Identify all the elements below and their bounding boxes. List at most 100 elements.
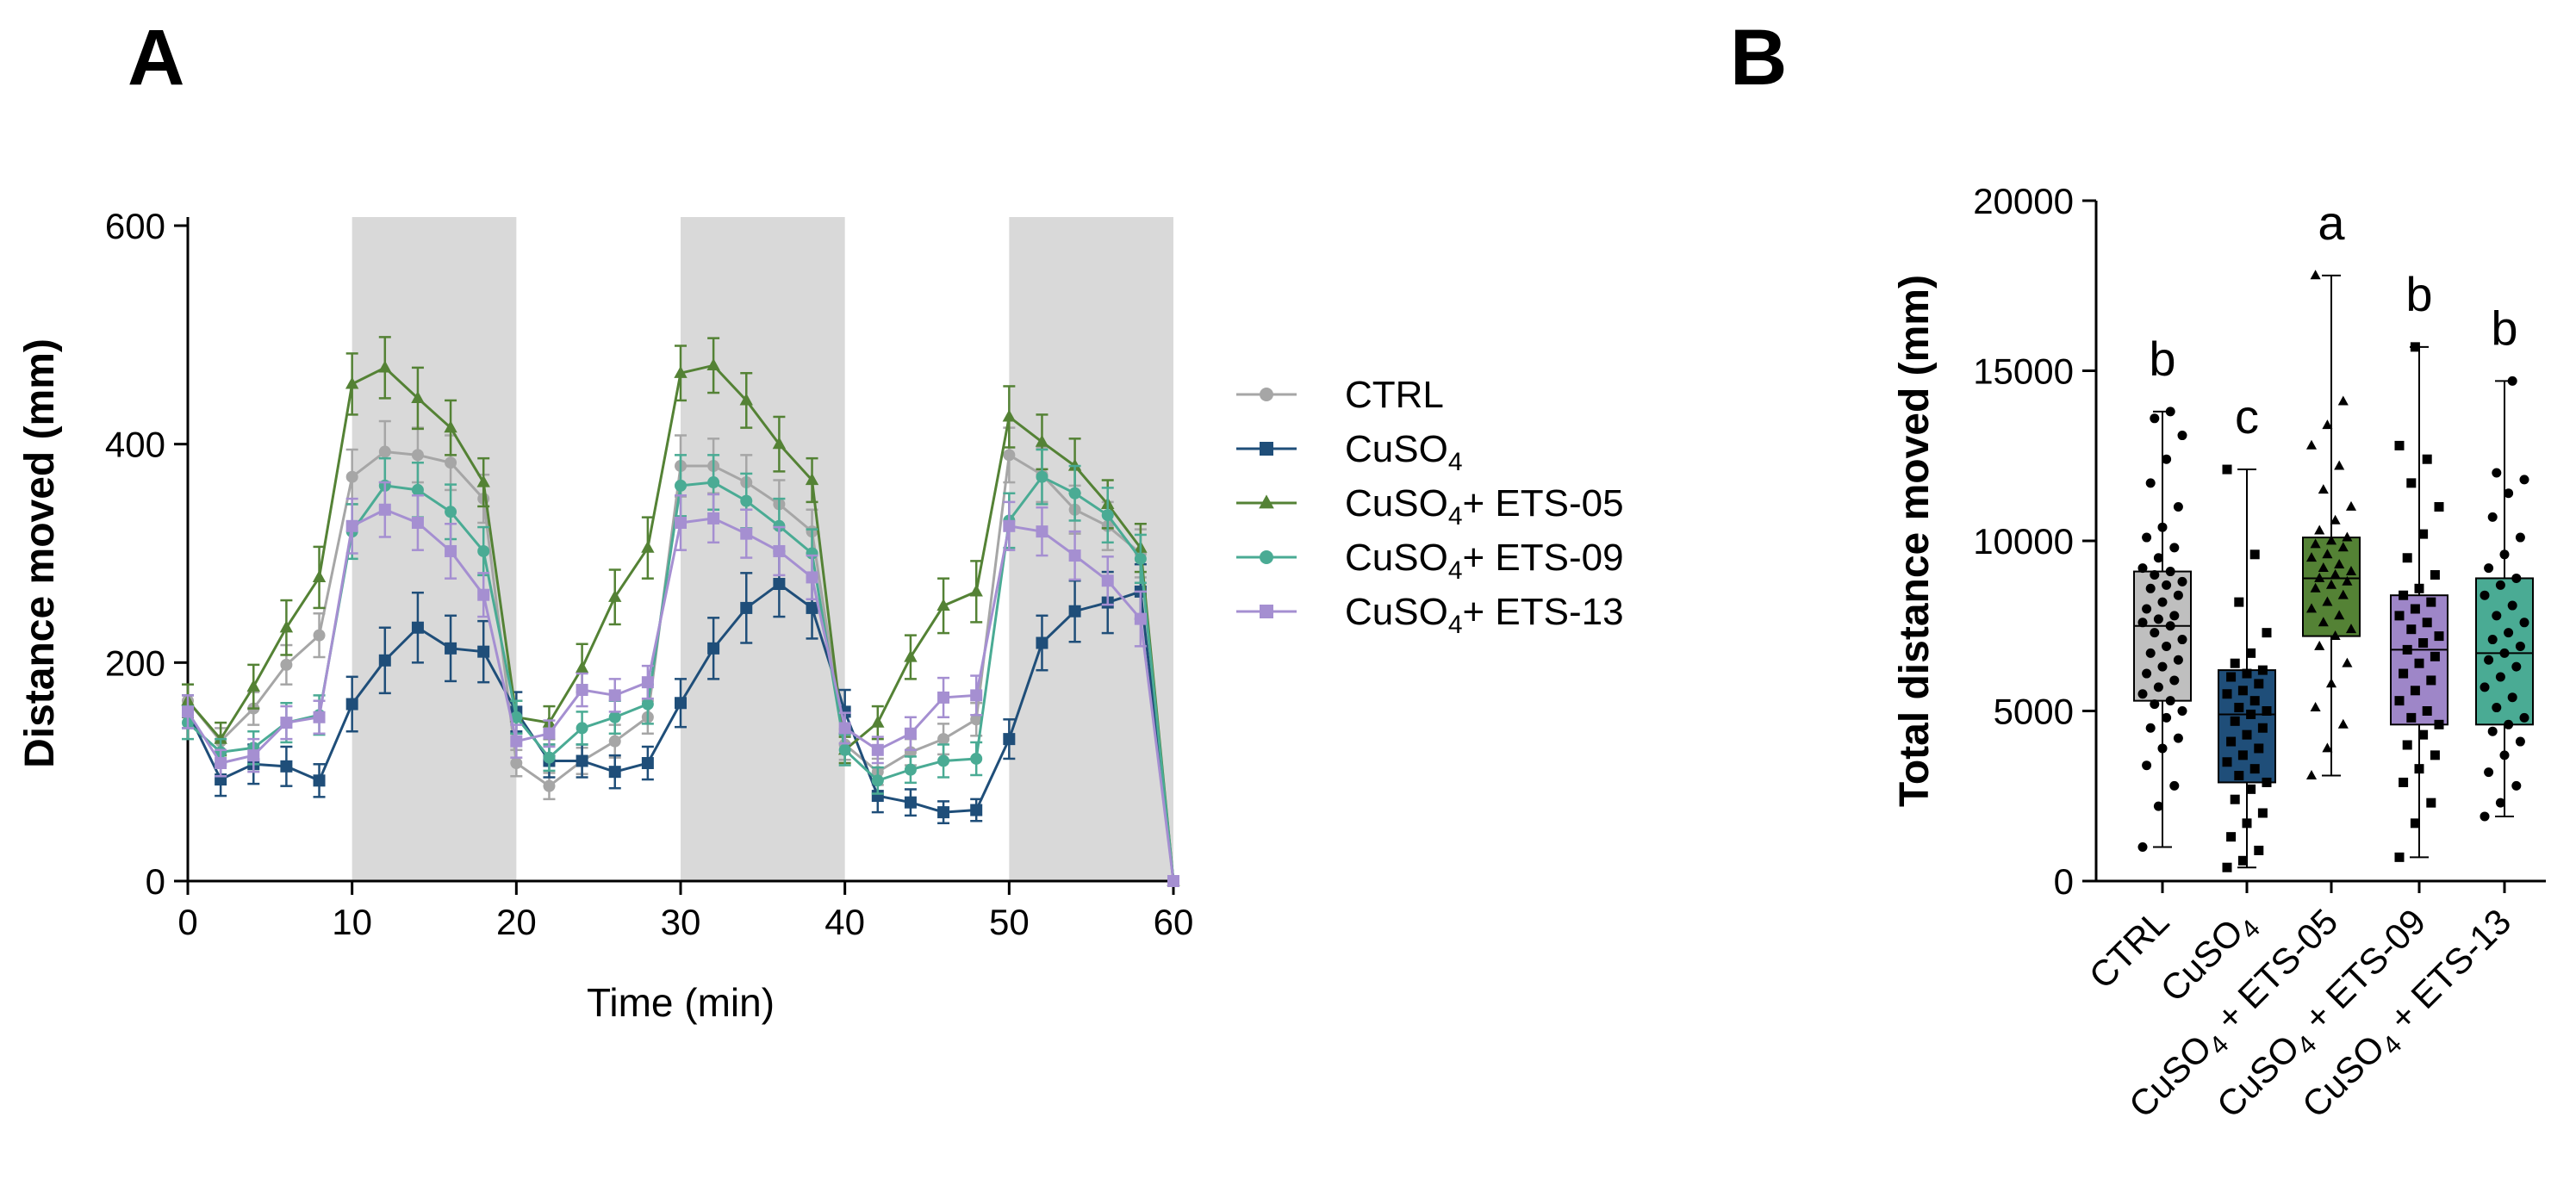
data-point xyxy=(2314,525,2325,535)
data-point xyxy=(2511,661,2522,672)
data-point xyxy=(2153,801,2163,811)
data-point xyxy=(2254,679,2264,689)
data-point xyxy=(576,684,588,697)
data-point xyxy=(312,570,327,583)
data-point xyxy=(2414,658,2424,668)
line-chart-panel-a: 0 200 400 600 0 10 20 30 40 50 60 Time (min) Dista… xyxy=(17,206,1624,1025)
data-point xyxy=(2434,719,2444,729)
legend-swatch-marker xyxy=(1260,388,1273,401)
data-point xyxy=(2325,535,2337,545)
x-axis-title: Time (min) xyxy=(587,980,775,1025)
data-point xyxy=(2487,726,2498,736)
data-point xyxy=(2226,736,2237,747)
data-point xyxy=(805,473,819,486)
data-point xyxy=(838,743,851,756)
data-point xyxy=(2422,618,2432,628)
box-group-cuso4-ets-13: b xyxy=(2475,301,2534,822)
data-point xyxy=(675,479,687,492)
data-point xyxy=(2434,502,2444,512)
significance-letter: c xyxy=(2235,389,2259,444)
data-point xyxy=(2262,628,2272,638)
data-point xyxy=(707,642,720,655)
data-point xyxy=(2262,777,2272,787)
data-point xyxy=(2177,576,2187,587)
data-point xyxy=(871,743,884,756)
data-point xyxy=(543,727,556,740)
data-point xyxy=(2150,628,2160,638)
data-point xyxy=(970,713,983,726)
data-point xyxy=(2242,668,2252,679)
data-point xyxy=(2162,712,2172,723)
data-point xyxy=(345,519,358,532)
data-point xyxy=(345,470,358,483)
data-point xyxy=(2142,668,2152,679)
data-point xyxy=(2137,689,2148,699)
data-point xyxy=(2157,743,2168,754)
data-point xyxy=(2519,712,2529,723)
data-point xyxy=(773,544,786,557)
data-point xyxy=(2142,532,2152,543)
data-point xyxy=(675,697,687,710)
y-tick-label: 5000 xyxy=(1994,692,2074,732)
data-point xyxy=(2337,589,2349,599)
data-point xyxy=(969,584,983,597)
data-point xyxy=(2515,641,2525,651)
data-point xyxy=(2418,729,2429,740)
data-point xyxy=(2157,597,2168,607)
data-point xyxy=(2394,440,2405,450)
data-point xyxy=(773,519,786,532)
data-point xyxy=(2342,531,2353,542)
data-point xyxy=(2487,635,2498,645)
data-point xyxy=(2492,611,2502,621)
data-point xyxy=(576,722,588,735)
data-point xyxy=(2504,628,2514,638)
data-point xyxy=(445,456,457,469)
y-axis-title: Distance moved (mm) xyxy=(17,338,63,768)
data-point xyxy=(2173,590,2183,600)
data-point xyxy=(937,806,950,819)
data-point xyxy=(675,516,687,529)
data-point xyxy=(1167,875,1179,887)
data-point xyxy=(2249,696,2260,706)
data-point xyxy=(2162,454,2172,464)
data-point xyxy=(772,437,787,450)
legend-swatch-marker xyxy=(1260,550,1273,564)
data-point xyxy=(411,390,425,403)
data-point xyxy=(2422,454,2432,464)
data-point xyxy=(411,449,424,462)
significance-letter: b xyxy=(2149,332,2175,386)
data-point xyxy=(411,483,424,496)
x-tick-label: 60 xyxy=(1154,902,1194,942)
data-point xyxy=(2495,798,2505,808)
data-point xyxy=(641,757,654,770)
data-point xyxy=(2173,733,2183,743)
data-point xyxy=(937,691,950,704)
data-point xyxy=(2504,488,2514,499)
data-point xyxy=(2511,573,2522,583)
legend-item: CuSO4+ ETS-05 xyxy=(1236,482,1624,531)
data-point xyxy=(2499,549,2510,560)
data-point xyxy=(445,506,457,518)
data-point xyxy=(1068,487,1081,500)
data-point xyxy=(2157,522,2168,532)
data-point xyxy=(510,757,523,770)
data-point xyxy=(2337,718,2349,729)
data-point xyxy=(2222,757,2232,767)
data-point xyxy=(2169,543,2180,553)
data-point xyxy=(2246,648,2256,658)
data-point xyxy=(2418,529,2429,539)
data-point xyxy=(2234,771,2244,781)
data-point xyxy=(280,717,293,729)
data-point xyxy=(2318,562,2329,572)
y-tick-label: 400 xyxy=(105,425,165,465)
data-point xyxy=(2230,716,2240,726)
data-point xyxy=(2145,648,2156,658)
data-point xyxy=(2237,750,2248,760)
data-point xyxy=(2246,784,2256,794)
data-point xyxy=(2169,611,2180,621)
data-point xyxy=(2177,431,2187,441)
data-point xyxy=(476,475,490,487)
data-point xyxy=(2234,597,2244,607)
data-point xyxy=(2337,395,2349,406)
